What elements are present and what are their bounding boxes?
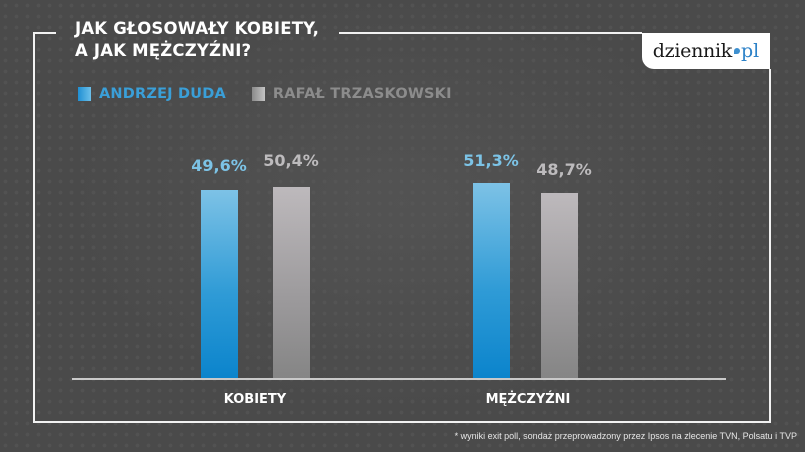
category-label-kobiety: KOBIETY	[223, 392, 287, 407]
bar-duda-kobiety	[201, 190, 238, 378]
legend-swatch-trzaskowski-icon	[251, 87, 265, 101]
bar-trzaskowski-mezczyzni	[541, 193, 578, 378]
bird-dot-icon	[733, 48, 740, 54]
x-axis-baseline	[72, 378, 726, 380]
legend-item-trzaskowski: RAFAŁ TRZASKOWSKI	[251, 86, 452, 102]
frame-bottom	[33, 421, 771, 423]
frame-top-left	[33, 32, 56, 34]
value-label-trzaskowski-mezczyzni: 48,7%	[536, 160, 592, 179]
bar-trzaskowski-kobiety	[273, 187, 310, 378]
title-line-2: A JAK MĘŻCZYŹNI?	[75, 41, 252, 60]
legend-label-trzaskowski: RAFAŁ TRZASKOWSKI	[272, 86, 452, 102]
frame-right	[769, 69, 771, 423]
bar-duda-mezczyzni	[473, 183, 510, 378]
footnote: * wyniki exit poll, sondaż przeprowadzon…	[454, 431, 797, 441]
chart-title: JAK GŁOSOWAŁY KOBIETY, A JAK MĘŻCZYŹNI?	[75, 18, 319, 62]
legend: ANDRZEJ DUDA RAFAŁ TRZASKOWSKI	[78, 86, 478, 102]
category-label-mezczyzni: MĘŻCZYŹNI	[485, 392, 571, 407]
legend-label-duda: ANDRZEJ DUDA	[99, 86, 226, 102]
legend-swatch-duda-icon	[78, 87, 91, 101]
logo-text: dziennik	[652, 40, 732, 62]
legend-item-duda: ANDRZEJ DUDA	[78, 86, 226, 102]
logo-suffix: pl	[740, 40, 760, 62]
frame-left	[33, 32, 35, 423]
title-line-1: JAK GŁOSOWAŁY KOBIETY,	[75, 19, 320, 38]
value-label-duda-kobiety: 49,6%	[191, 156, 247, 175]
value-label-trzaskowski-kobiety: 50,4%	[263, 151, 319, 170]
value-label-duda-mezczyzni: 51,3%	[463, 151, 519, 170]
frame-top-right	[339, 32, 642, 34]
dziennik-logo: dziennik pl	[642, 33, 770, 69]
